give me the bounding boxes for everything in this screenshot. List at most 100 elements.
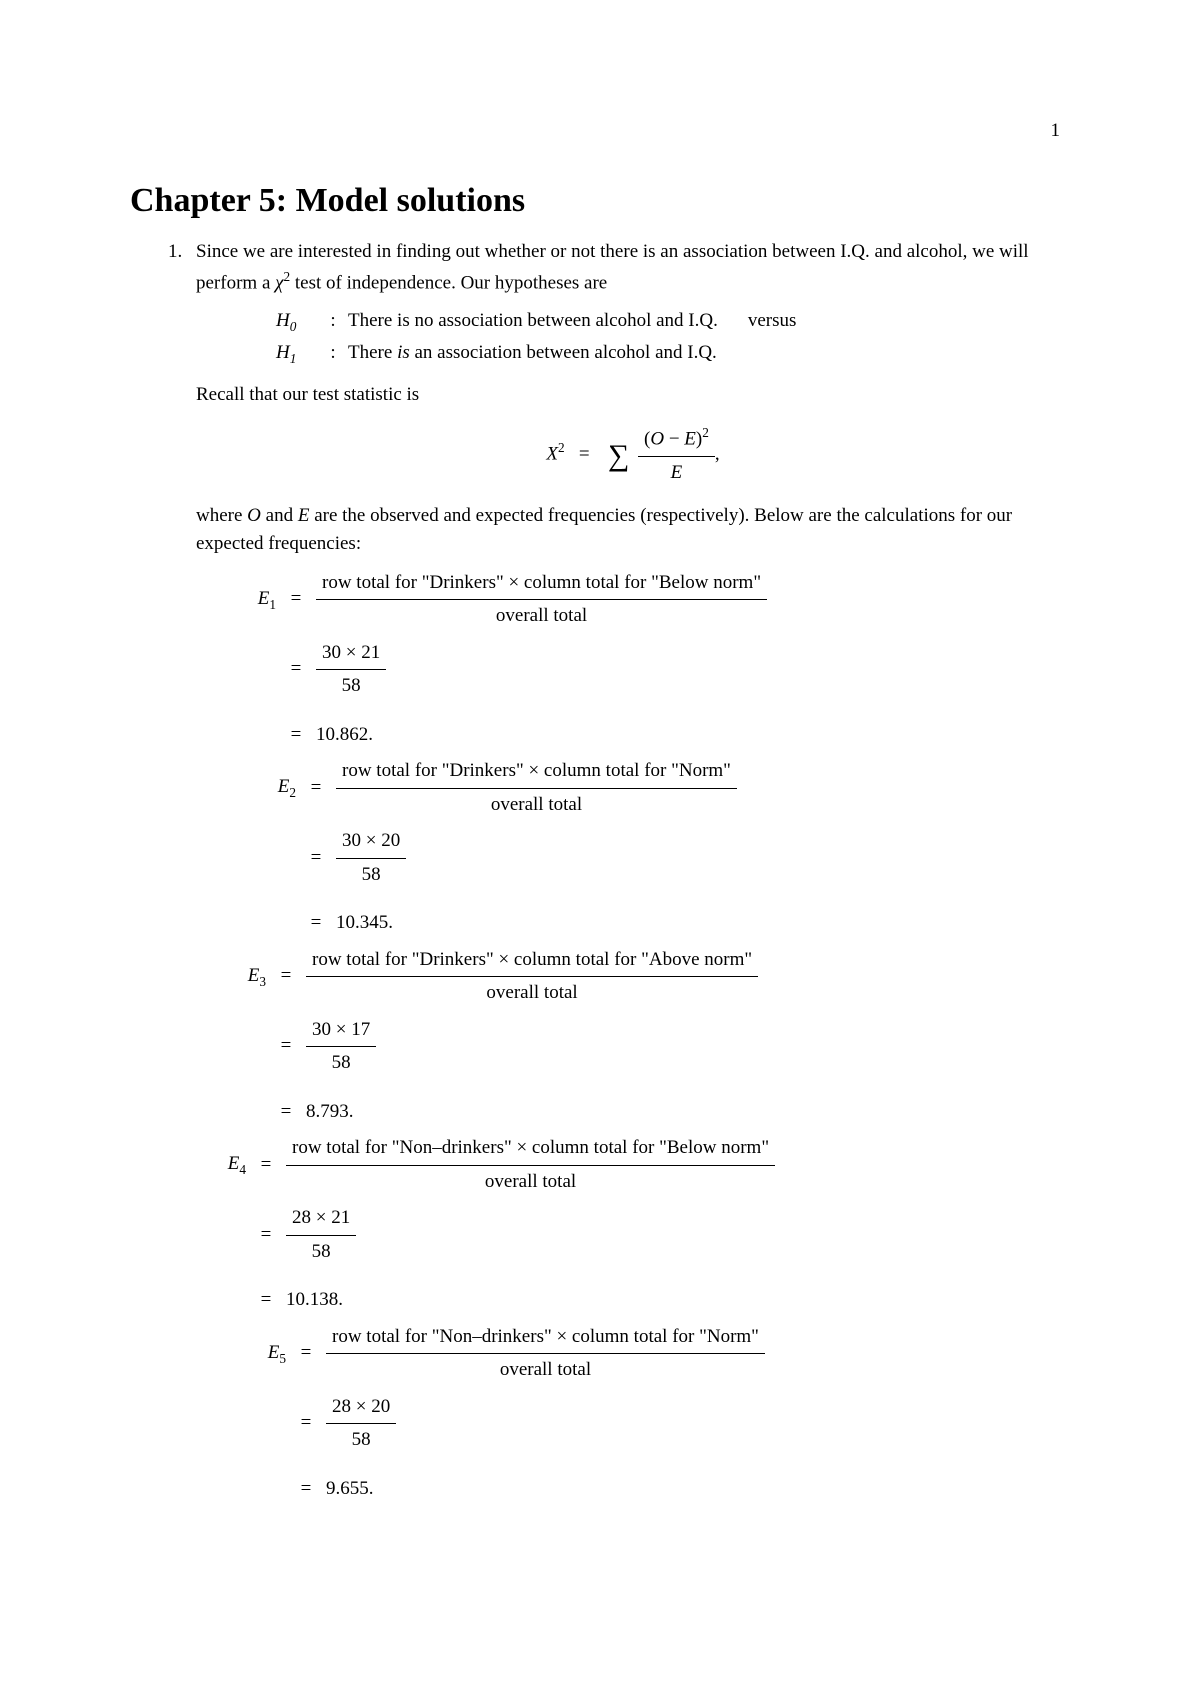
h1-desc: There is an association between alcohol … (348, 339, 717, 368)
eq-gap (196, 1086, 1070, 1098)
where-pre: where (196, 505, 247, 526)
formula-comma: , (715, 444, 720, 465)
eq-block-1: E1=row total for "Drinkers" × column tot… (196, 569, 1070, 750)
eq-right-result: 10.138. (286, 1286, 343, 1315)
eq-right-result: 9.655. (326, 1475, 374, 1504)
page-number: 1 (130, 120, 1070, 142)
equals-sign: = (276, 655, 316, 684)
eq-row-result: =10.138. (196, 1286, 1070, 1315)
where-text: where O and E are the observed and expec… (196, 502, 1070, 559)
h1-sub: 1 (290, 351, 297, 366)
equals-sign: = (296, 844, 336, 873)
x-sq: 2 (558, 441, 565, 456)
eq-right-frac: row total for "Drinkers" × column total … (306, 946, 758, 1008)
eq-row-calc: =28 × 2158 (196, 1204, 1070, 1266)
eq-right-calc: 28 × 2158 (286, 1204, 356, 1266)
eq-row-result: =8.793. (196, 1098, 1070, 1127)
item-number: 1. (168, 238, 196, 1511)
eq-row-calc: =30 × 2058 (196, 827, 1070, 889)
eq-block-3: E3=row total for "Drinkers" × column tot… (196, 946, 1070, 1127)
equals-sign: = (276, 721, 316, 750)
item-1: 1. Since we are interested in finding ou… (168, 238, 1070, 1511)
eq-block-2: E2=row total for "Drinkers" × column tot… (196, 757, 1070, 938)
h1-is: is (397, 342, 410, 363)
chi-squared-formula: X2 = ∑ (O − E)2 E , (196, 423, 1070, 487)
e-var: E (684, 429, 696, 450)
eq-left-label: E3 (196, 962, 266, 992)
o-var: O (650, 429, 664, 450)
eq-right-calc: 30 × 2158 (316, 639, 386, 701)
eq-block-4: E4=row total for "Non–drinkers" × column… (196, 1134, 1070, 1315)
eq-row-definition: E4=row total for "Non–drinkers" × column… (196, 1134, 1070, 1196)
eq-left-label: E1 (196, 585, 276, 615)
eq-gap (196, 897, 1070, 909)
equals-sign: = (276, 585, 316, 614)
eq-right-frac: row total for "Non–drinkers" × column to… (286, 1134, 775, 1196)
eq-row-result: =9.655. (196, 1475, 1070, 1504)
equals-sign: = (579, 444, 590, 465)
h1-row: H1 : There is an association between alc… (276, 339, 1070, 369)
equals-sign: = (266, 962, 306, 991)
intro-text-2: test of independence. Our hypotheses are (290, 272, 607, 293)
equals-sign: = (246, 1151, 286, 1180)
h0-row: H0 : There is no association between alc… (276, 307, 1070, 337)
chapter-title: Chapter 5: Model solutions (130, 182, 1070, 220)
eq-right-frac: row total for "Non–drinkers" × column to… (326, 1323, 765, 1385)
eq-right-result: 10.862. (316, 721, 373, 750)
equals-sign: = (266, 1032, 306, 1061)
where-post: are the observed and expected frequencie… (196, 505, 1012, 555)
eq-right-frac: row total for "Drinkers" × column total … (336, 757, 737, 819)
h-letter: H (276, 310, 290, 331)
eq-gap (196, 709, 1070, 721)
eq-row-calc: =28 × 2058 (196, 1393, 1070, 1455)
eq-left-label: E2 (196, 773, 296, 803)
formula-den: E (638, 457, 715, 488)
chi-symbol: χ (275, 272, 283, 293)
sq-exp: 2 (702, 425, 709, 440)
equals-sign: = (266, 1098, 306, 1127)
sum-symbol: ∑ (608, 433, 629, 478)
item-list: 1. Since we are interested in finding ou… (130, 238, 1070, 1511)
h1-pre: There (348, 342, 397, 363)
hypotheses-block: H0 : There is no association between alc… (276, 307, 1070, 368)
equals-sign: = (286, 1475, 326, 1504)
eq-right-result: 8.793. (306, 1098, 354, 1127)
eq-left-label: E5 (196, 1339, 286, 1369)
formula-frac: (O − E)2 E (638, 423, 715, 487)
eq-gap (196, 1274, 1070, 1286)
eq-right-calc: 30 × 2058 (336, 827, 406, 889)
page: 1 Chapter 5: Model solutions 1. Since we… (0, 0, 1200, 1571)
h0-label: H0 (276, 307, 318, 337)
equals-sign: = (286, 1409, 326, 1438)
where-e: E (298, 505, 310, 526)
eq-right-calc: 30 × 1758 (306, 1016, 376, 1078)
where-and: and (261, 505, 298, 526)
where-o: O (247, 505, 261, 526)
h0-colon: : (318, 307, 348, 336)
equals-sign: = (296, 909, 336, 938)
h1-label: H1 (276, 339, 318, 369)
equals-sign: = (246, 1221, 286, 1250)
eq-right-frac: row total for "Drinkers" × column total … (316, 569, 767, 631)
eq-row-definition: E1=row total for "Drinkers" × column tot… (196, 569, 1070, 631)
versus-text: versus (748, 307, 797, 336)
h1-colon: : (318, 339, 348, 368)
eq-row-definition: E2=row total for "Drinkers" × column tot… (196, 757, 1070, 819)
item-body: Since we are interested in finding out w… (196, 238, 1070, 1511)
eq-left-label: E4 (196, 1150, 246, 1180)
h1-post: an association between alcohol and I.Q. (410, 342, 717, 363)
equals-sign: = (246, 1286, 286, 1315)
eq-row-definition: E3=row total for "Drinkers" × column tot… (196, 946, 1070, 1008)
h0-desc: There is no association between alcohol … (348, 307, 718, 336)
minus-sign: − (664, 429, 684, 450)
eq-block-5: E5=row total for "Non–drinkers" × column… (196, 1323, 1070, 1504)
h-letter: H (276, 342, 290, 363)
x-var: X (546, 444, 558, 465)
h0-sub: 0 (290, 319, 297, 334)
eq-right-calc: 28 × 2058 (326, 1393, 396, 1455)
eq-row-calc: =30 × 2158 (196, 639, 1070, 701)
eq-row-calc: =30 × 1758 (196, 1016, 1070, 1078)
equations-table: E1=row total for "Drinkers" × column tot… (196, 569, 1070, 1504)
eq-right-result: 10.345. (336, 909, 393, 938)
eq-row-definition: E5=row total for "Non–drinkers" × column… (196, 1323, 1070, 1385)
